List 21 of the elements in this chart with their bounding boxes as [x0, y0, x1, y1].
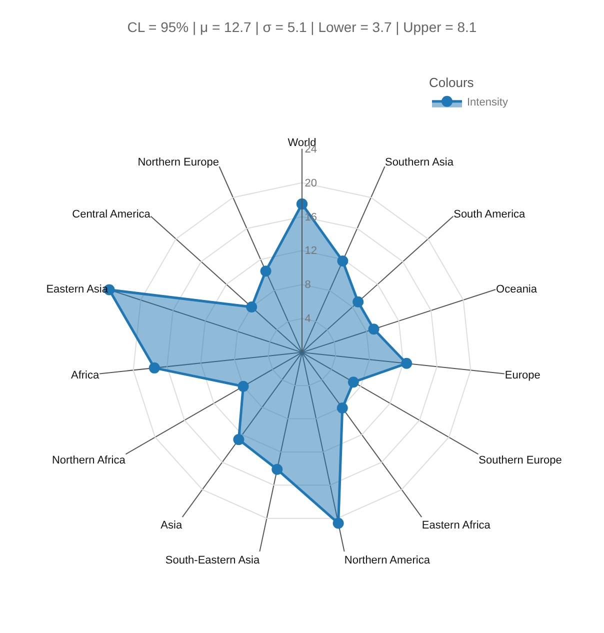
spoke-label: Northern Europe: [138, 156, 220, 169]
spoke-label: Oceania: [496, 283, 538, 296]
legend-title: Colours: [429, 74, 474, 90]
chart-title: CL = 95% | μ = 12.7 | σ = 5.1 | Lower = 3.7 | Upper = 8.1: [127, 18, 477, 35]
spoke-label: Eastern Africa: [422, 520, 492, 532]
spoke-label: Southern Europe: [478, 454, 562, 466]
spoke-label: Europe: [504, 370, 540, 382]
y-tick-label: 4: [304, 313, 311, 326]
legend-label: Intensity: [467, 96, 508, 109]
spoke-label: Northern America: [344, 554, 431, 567]
spoke-label: Northern Africa: [52, 454, 126, 466]
spoke-label: South-Eastern Asia: [165, 554, 260, 567]
spoke-label: Africa: [70, 370, 100, 382]
spoke-label: Central America: [72, 208, 152, 220]
y-tick-label: 12: [304, 245, 317, 258]
y-tick-label: 8: [304, 279, 311, 292]
spoke-label: Southern Asia: [384, 156, 454, 169]
spoke-label: South America: [454, 208, 526, 220]
y-tick-label: 16: [304, 211, 317, 224]
y-tick-label: 20: [304, 177, 317, 190]
spoke-label: Asia: [160, 520, 183, 532]
